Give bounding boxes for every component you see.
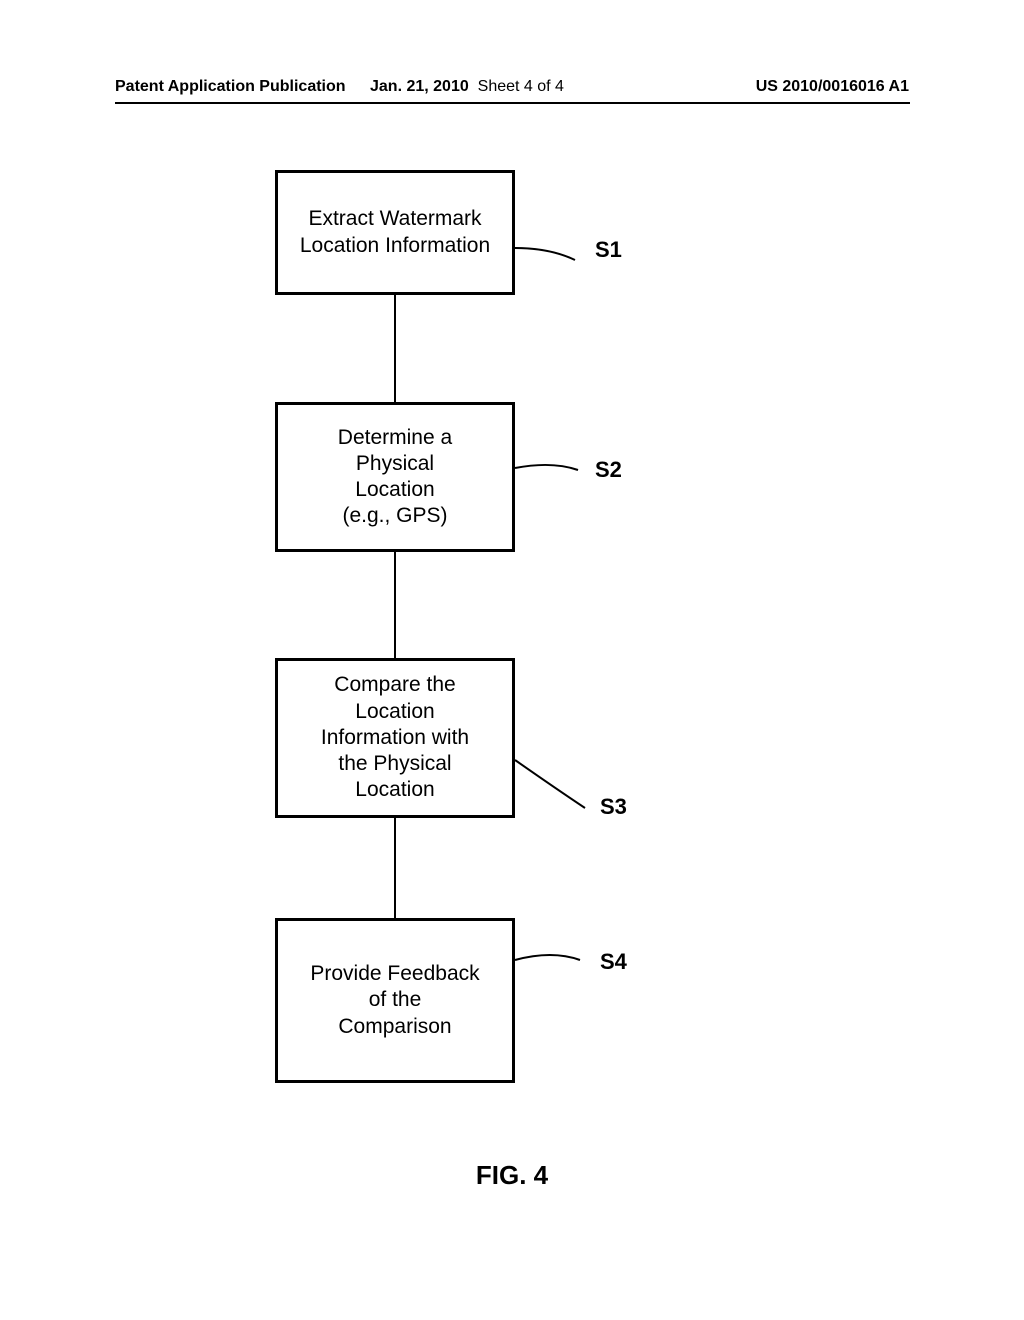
connector-s2-s3 <box>394 552 396 658</box>
header-date: Jan. 21, 2010 <box>370 78 469 95</box>
page: Patent Application Publication Jan. 21, … <box>0 0 1024 1320</box>
flow-node-text-line: Determine a Physical <box>296 425 494 478</box>
step-label-s2: S2 <box>595 457 622 483</box>
flow-node-text-line: the Physical Location <box>296 751 494 804</box>
step-label-s1: S1 <box>595 237 622 263</box>
figure-caption: FIG. 4 <box>0 1160 1024 1191</box>
header-sheet: Sheet 4 of 4 <box>478 78 564 95</box>
header-middle: Jan. 21, 2010 Sheet 4 of 4 <box>370 78 564 96</box>
header-right: US 2010/0016016 A1 <box>756 78 909 96</box>
flow-node-s3: Compare the LocationInformation withthe … <box>275 658 515 818</box>
step-label-s4: S4 <box>600 949 627 975</box>
flow-node-text-line: Comparison <box>310 1014 479 1040</box>
header-rule <box>115 102 910 104</box>
flow-node-text-line: of the <box>310 987 479 1013</box>
flow-node-s2: Determine a PhysicalLocation(e.g., GPS) <box>275 402 515 552</box>
step-label-s3: S3 <box>600 794 627 820</box>
flow-node-text-line: Extract Watermark <box>300 206 490 232</box>
header-left: Patent Application Publication <box>115 78 346 96</box>
flow-node-text-line: Location <box>296 477 494 503</box>
flow-node-text-line: (e.g., GPS) <box>296 503 494 529</box>
flow-node-s4: Provide Feedbackof theComparison <box>275 918 515 1083</box>
flow-node-text-line: Compare the Location <box>296 672 494 725</box>
flow-node-text-line: Provide Feedback <box>310 961 479 987</box>
flow-node-text-line: Location Information <box>300 233 490 259</box>
flow-node-text-line: Information with <box>296 725 494 751</box>
flow-node-s1: Extract WatermarkLocation Information <box>275 170 515 295</box>
connector-s1-s2 <box>394 295 396 402</box>
connector-s3-s4 <box>394 818 396 918</box>
